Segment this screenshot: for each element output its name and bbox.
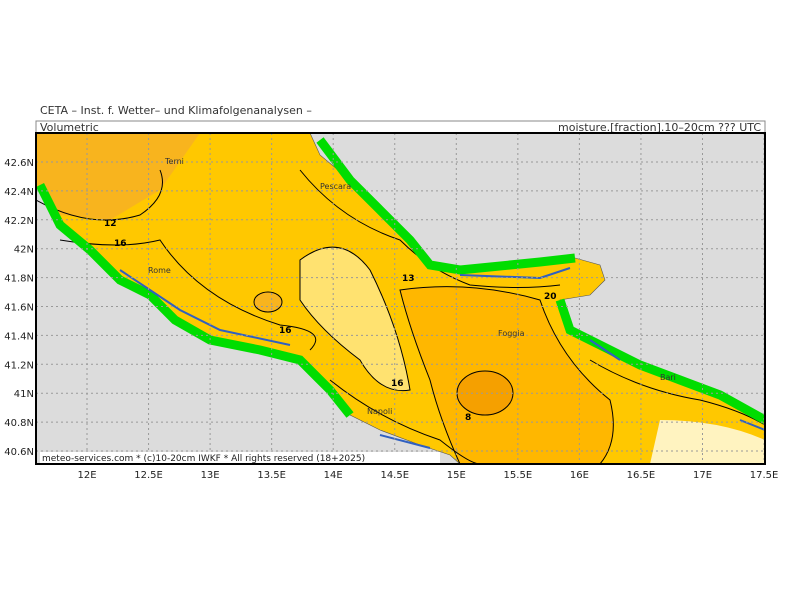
lon-tick-label: 12.5E [134,470,163,481]
city-label: Rome [148,266,171,275]
dry-zone [36,133,200,220]
city-label: Bari [660,373,676,382]
contour-label: 8 [465,413,471,423]
graticule [36,133,765,464]
lon-tick-label: 12E [77,470,96,481]
lon-tick-label: 16.5E [627,470,656,481]
left-label: Volumetric [40,121,99,134]
lat-tick-label: 41.4N [4,331,34,342]
wet-zone [650,420,765,464]
lat-tick-label: 42N [14,245,34,256]
lat-tick-label: 41.6N [4,303,34,314]
contour-label: 16 [391,379,404,389]
coast-band-blue [119,267,765,449]
city-label: Foggia [498,329,525,338]
lat-tick-label: 41.8N [4,274,34,285]
lon-tick-label: 15.5E [504,470,533,481]
contour-label: 12 [104,219,117,229]
dry-core [253,291,283,313]
city-label: Napoli [367,407,392,416]
contour-label: 16 [114,239,127,249]
lat-tick-label: 41N [14,389,34,400]
map-frame [35,132,766,465]
lon-tick-label: 13.5E [257,470,286,481]
lon-tick-label: 17.5E [750,470,779,481]
lon-tick-label: 14.5E [380,470,409,481]
lon-tick-label: 16E [570,470,589,481]
city-label: Terni [164,157,184,166]
institute-title: CETA – Inst. f. Wetter– und Klimafolgena… [40,104,312,117]
lon-tick-label: 14E [324,470,343,481]
lat-tick-label: 42.2N [4,216,34,227]
lon-tick-label: 13E [201,470,220,481]
lat-tick-label: 42.6N [4,158,34,169]
lat-tick-label: 40.8N [4,418,34,429]
contour-label: 13 [402,274,415,284]
right-label: moisture.[fraction].10–20cm ??? UTC [558,121,761,134]
contour-label: 20 [544,292,557,302]
city-label: Pescara [320,182,351,191]
lat-tick-label: 42.4N [4,187,34,198]
coast-band [36,137,765,424]
contour-label: 16 [279,326,292,336]
lon-tick-label: 15E [447,470,466,481]
footer: meteo-services.com * (c)10-20cm IWKF * A… [42,454,365,464]
footer-box [40,452,440,463]
dry-core [456,370,514,416]
lon-tick-label: 17E [693,470,712,481]
map-area [36,133,765,464]
lat-tick-label: 41.2N [4,360,34,371]
lat-tick-label: 40.6N [4,447,34,458]
dry-zone [399,286,614,464]
